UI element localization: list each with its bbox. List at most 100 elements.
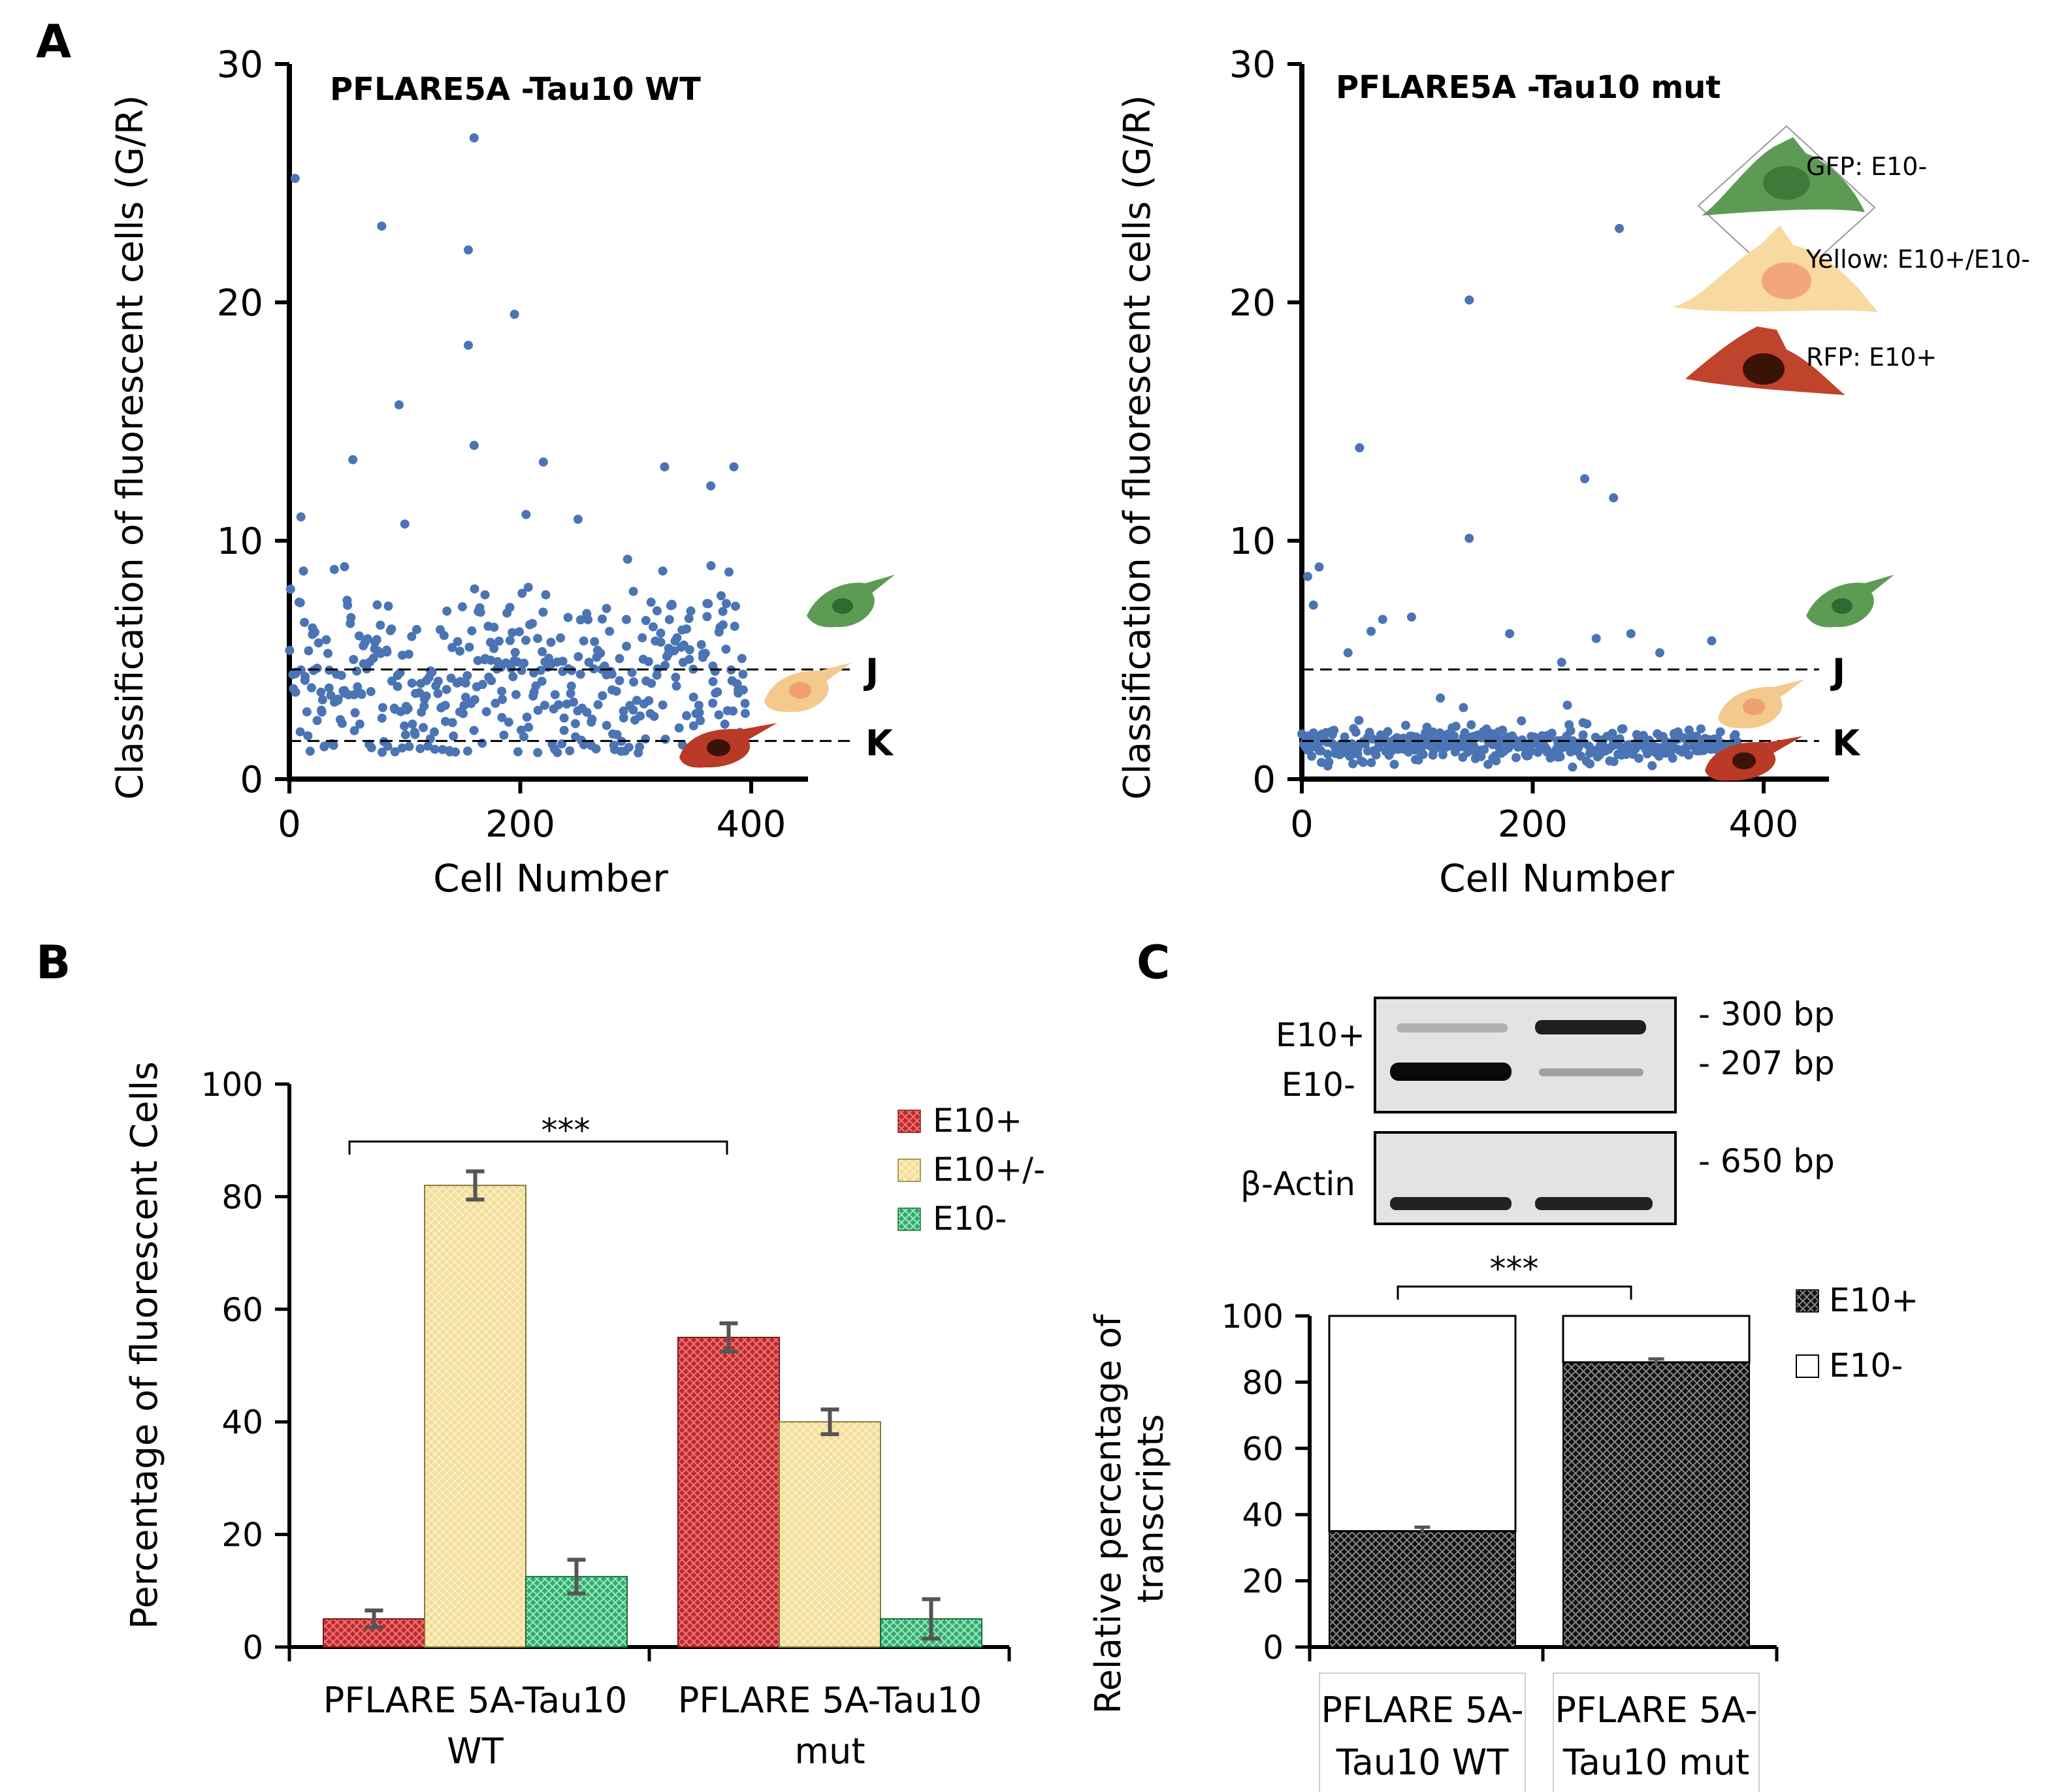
x-category-label: Tau10 WT: [1336, 1742, 1510, 1783]
data-point: [641, 734, 651, 744]
data-point: [1568, 762, 1577, 772]
data-point: [619, 713, 628, 723]
y-tick-label: 0: [240, 759, 263, 801]
data-point: [611, 686, 621, 696]
data-point: [1707, 636, 1717, 646]
data-point: [538, 457, 548, 467]
data-point: [538, 647, 547, 656]
data-point: [1511, 753, 1521, 763]
data-point: [1591, 633, 1601, 643]
data-point: [461, 692, 470, 702]
data-point: [582, 707, 592, 717]
legend-rfp: RFP: E10+: [1806, 343, 1937, 372]
data-point: [602, 720, 611, 730]
band-mut-e10-minus: [1539, 1068, 1643, 1076]
data-point: [1354, 716, 1364, 726]
data-point: [1302, 571, 1312, 581]
data-point: [453, 637, 462, 647]
data-point: [1673, 727, 1683, 737]
yellow-cell-icon: [764, 663, 851, 712]
data-point: [533, 748, 543, 758]
data-point: [700, 648, 710, 658]
red-cell-icon: [1705, 736, 1803, 781]
band-mut-actin: [1535, 1197, 1653, 1210]
data-point: [469, 133, 479, 143]
data-point: [497, 712, 507, 722]
data-point: [285, 584, 295, 594]
data-point: [355, 719, 364, 729]
data-point: [442, 606, 452, 616]
data-point: [333, 696, 343, 705]
yellow-cell-icon: [1718, 679, 1805, 729]
data-point: [565, 746, 575, 756]
data-point: [1615, 734, 1625, 744]
data-point: [658, 700, 668, 710]
legend-swatch-e10-plus: [1796, 1289, 1819, 1313]
data-point: [708, 677, 718, 686]
data-point: [685, 645, 694, 654]
data-point: [407, 679, 417, 688]
data-point: [467, 626, 477, 635]
data-point: [643, 657, 653, 667]
data-point: [1615, 223, 1625, 233]
data-point: [357, 690, 366, 699]
gel-image: E10+ E10- β-Actin - 300 bp - 207 bp - 65…: [1240, 995, 1835, 1225]
data-point: [623, 554, 632, 564]
y-tick-label: 20: [1229, 282, 1276, 325]
data-point: [672, 633, 682, 643]
bar-e10-plus: [1562, 1361, 1750, 1648]
bar-E10+/-: [424, 1185, 526, 1648]
panel-label-a: A: [36, 15, 71, 69]
data-point: [473, 656, 483, 665]
data-point: [638, 633, 647, 643]
threshold-label-k: K: [1832, 723, 1861, 764]
data-point: [1358, 758, 1368, 767]
data-point: [1400, 720, 1410, 730]
data-point: [1580, 474, 1590, 484]
data-point: [1449, 731, 1459, 741]
data-point: [463, 340, 473, 350]
data-point: [685, 654, 694, 664]
data-point: [377, 221, 387, 231]
data-point: [738, 685, 748, 695]
data-point: [295, 727, 305, 737]
data-point: [499, 730, 509, 740]
data-point: [511, 690, 521, 699]
data-point: [285, 645, 295, 655]
data-point: [510, 648, 520, 658]
data-point: [395, 668, 405, 678]
legend-label: E10-: [933, 1200, 1007, 1238]
y-tick-label: 20: [221, 1516, 263, 1554]
data-point: [522, 712, 532, 722]
panel-label-c: C: [1137, 936, 1170, 989]
data-point: [505, 603, 515, 613]
data-point: [317, 707, 327, 717]
data-point: [404, 742, 414, 752]
legend-swatch-e10-plus: [898, 1110, 921, 1133]
data-point: [415, 688, 425, 697]
data-point: [404, 649, 413, 659]
data-point: [461, 678, 470, 688]
data-point: [1476, 752, 1486, 761]
marker-300bp: - 300 bp: [1698, 995, 1835, 1033]
data-point: [703, 599, 713, 609]
data-point: [400, 730, 410, 740]
data-point: [469, 441, 479, 450]
y-axis-label: Relative percentage of transcripts: [1088, 1304, 1171, 1714]
data-point: [567, 665, 577, 675]
data-point: [1308, 600, 1318, 610]
green-cell-icon: [807, 575, 895, 628]
scatter-title: PFLARE5A -Tau10 mut: [1336, 69, 1721, 106]
legend-gfp: GFP: E10-: [1806, 152, 1927, 181]
bar-E10+: [677, 1336, 780, 1648]
band-wt-e10-plus: [1397, 1023, 1508, 1032]
legend-label: E10-: [1829, 1347, 1903, 1384]
data-point: [349, 690, 359, 699]
data-point: [563, 613, 573, 622]
data-point: [513, 747, 523, 757]
x-axis-label: Cell Number: [433, 856, 668, 901]
data-point: [729, 462, 739, 472]
data-point: [519, 658, 529, 668]
data-point: [300, 618, 310, 628]
y-tick-label: 0: [1263, 1629, 1284, 1667]
